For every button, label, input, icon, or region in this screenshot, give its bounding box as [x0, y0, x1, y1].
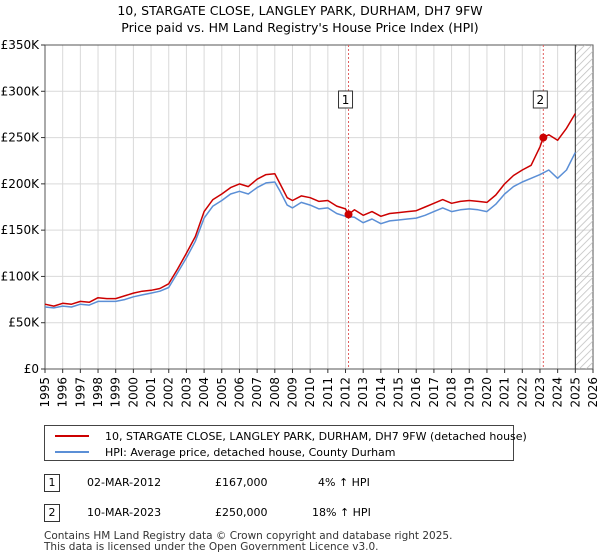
- x-tick-label: 2016: [409, 377, 423, 408]
- legend-item-hpi: HPI: Average price, detached house, Coun…: [55, 444, 396, 460]
- y-tick-label: £100K: [1, 269, 41, 283]
- x-tick-label: 2023: [533, 377, 547, 408]
- x-tick-label: 2022: [515, 377, 529, 408]
- series-lines: [44, 113, 576, 309]
- annotation-label-1: 1: [342, 93, 350, 107]
- y-tick-label: £350K: [1, 38, 41, 52]
- transaction-point-2: [539, 133, 548, 142]
- title-line-1: 10, STARGATE CLOSE, LANGLEY PARK, DURHAM…: [117, 3, 483, 18]
- y-tick-label: £50K: [8, 316, 40, 330]
- x-tick-label: 2025: [568, 377, 582, 408]
- x-tick-label: 2003: [179, 377, 193, 408]
- x-tick-label: 2018: [445, 377, 459, 408]
- x-tick-label: 2026: [586, 377, 600, 408]
- footer-line-2: This data is licensed under the Open Gov…: [44, 541, 379, 553]
- x-tick-label: 2006: [232, 377, 246, 408]
- property-price-line: [44, 113, 576, 307]
- annotation-box-2: [532, 90, 548, 109]
- legend-label-hpi: HPI: Average price, detached house, Coun…: [105, 445, 396, 459]
- x-tick-label: 2007: [250, 377, 264, 408]
- footer: Contains HM Land Registry data © Crown c…: [44, 531, 452, 553]
- transaction-price-2: £250,000: [215, 506, 268, 519]
- title-line-2: Price paid vs. HM Land Registry's House …: [121, 20, 479, 35]
- x-tick-label: 2010: [303, 377, 317, 408]
- x-tick-label: 1995: [38, 377, 52, 408]
- plot-area: [45, 45, 593, 369]
- transaction-hpi-2: 18% ↑ HPI: [312, 506, 371, 519]
- x-tick-label: 2008: [268, 377, 282, 408]
- x-tick-label: 2014: [374, 377, 388, 408]
- x-tick-label: 2024: [551, 377, 565, 408]
- transaction-marker-2: 2: [44, 504, 60, 522]
- y-axis-ticks: £0 £50K £100K £150K £200K £250K £300K £350K: [1, 38, 45, 376]
- legend: 10, STARGATE CLOSE, LANGLEY PARK, DURHAM…: [44, 425, 527, 461]
- legend-swatch-property: [55, 435, 89, 437]
- x-tick-label: 2021: [498, 377, 512, 408]
- y-tick-label: £200K: [1, 177, 41, 191]
- legend-item-property: 10, STARGATE CLOSE, LANGLEY PARK, DURHAM…: [55, 428, 527, 444]
- transaction-row-1: 1 02-MAR-2012 £167,000 4% ↑ HPI: [44, 474, 564, 494]
- y-tick-label: £0: [24, 362, 39, 376]
- x-tick-label: 2009: [285, 377, 299, 408]
- x-axis-ticks: 1995 1996 1997 1998 1999 2000 2001 2002 2003 2004…: [38, 369, 600, 408]
- x-tick-label: 2019: [462, 377, 476, 408]
- y-tick-label: £250K: [1, 131, 41, 145]
- footer-line-1: Contains HM Land Registry data © Crown c…: [44, 530, 453, 542]
- x-tick-label: 1998: [91, 377, 105, 408]
- transaction-price-1: £167,000: [215, 476, 268, 489]
- annotation-box-1: [338, 90, 354, 109]
- x-tick-label: 2012: [339, 377, 353, 408]
- x-tick-label: 2020: [480, 377, 494, 408]
- y-tick-label: £150K: [1, 223, 41, 237]
- transaction-points: [344, 133, 548, 219]
- x-tick-label: 1999: [109, 377, 123, 408]
- x-tick-label: 2011: [321, 377, 335, 408]
- transaction-point-1: [344, 210, 353, 219]
- forecast-hatch: [574, 45, 593, 369]
- x-tick-label: 2004: [197, 377, 211, 408]
- transaction-date-2: 10-MAR-2023: [87, 506, 162, 519]
- x-tick-label: 2013: [356, 377, 370, 408]
- hpi-line: [44, 152, 576, 309]
- x-tick-label: 2002: [162, 377, 176, 408]
- forecast-region: [575, 45, 593, 369]
- transaction-hpi-1: 4% ↑ HPI: [318, 476, 370, 489]
- x-tick-label: 1997: [73, 377, 87, 408]
- transaction-row-2: 2 10-MAR-2023 £250,000 18% ↑ HPI: [44, 504, 564, 524]
- legend-label-property: 10, STARGATE CLOSE, LANGLEY PARK, DURHAM…: [105, 429, 527, 443]
- y-tick-label: £300K: [1, 84, 41, 98]
- x-tick-label: 1996: [56, 377, 70, 408]
- chart-title: 10, STARGATE CLOSE, LANGLEY PARK, DURHAM…: [0, 2, 600, 36]
- x-tick-label: 2000: [126, 377, 140, 408]
- annotation-label-2: 2: [537, 93, 545, 107]
- x-tick-label: 2017: [427, 377, 441, 408]
- grid-lines: [44, 44, 594, 370]
- transaction-marker-1: 1: [44, 474, 60, 492]
- x-tick-label: 2005: [215, 377, 229, 408]
- transaction-date-1: 02-MAR-2012: [87, 476, 162, 489]
- x-tick-label: 2015: [392, 377, 406, 408]
- legend-swatch-hpi: [55, 451, 89, 453]
- x-tick-label: 2001: [144, 377, 158, 408]
